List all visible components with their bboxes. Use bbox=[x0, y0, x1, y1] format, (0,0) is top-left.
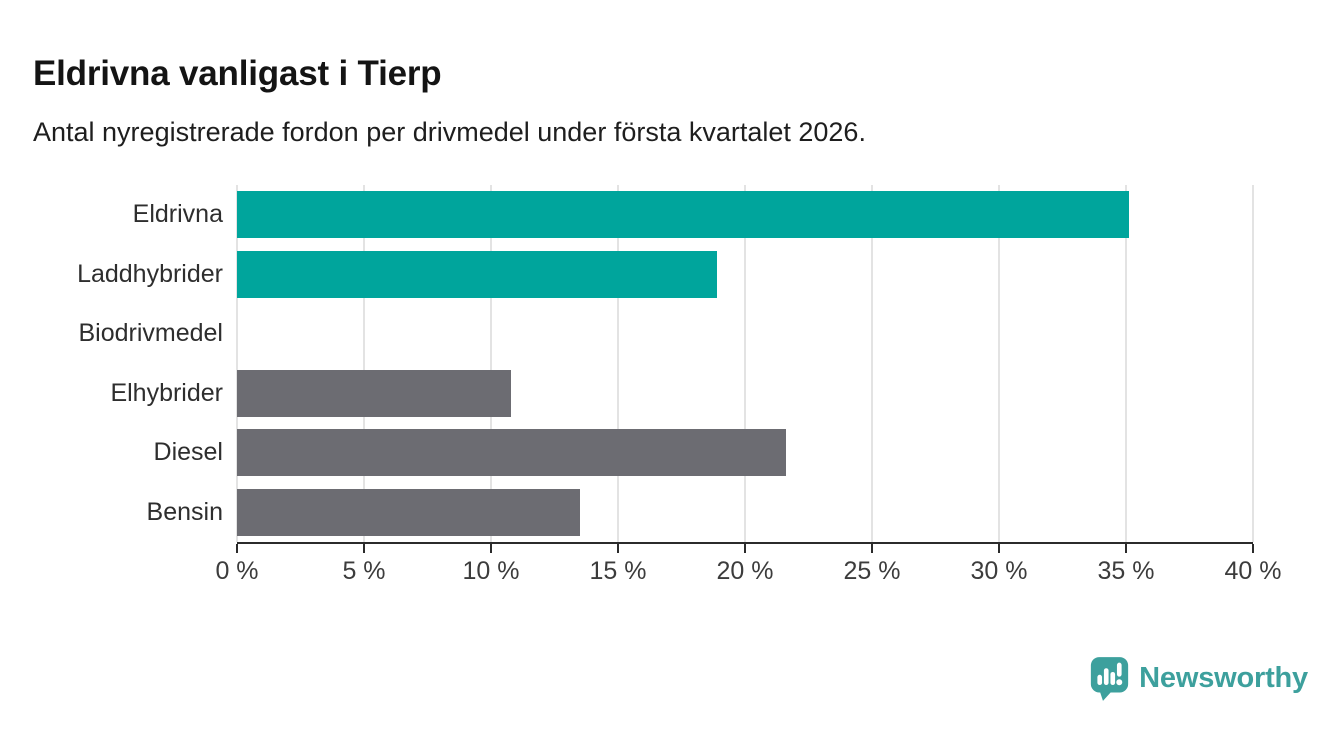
gridline bbox=[1252, 185, 1254, 542]
chart-row: Biodrivmedel bbox=[0, 304, 1340, 364]
axis-tick bbox=[1252, 544, 1254, 553]
bar-elhybrider bbox=[237, 369, 512, 417]
category-label: Bensin bbox=[146, 497, 223, 526]
axis-tick-label: 10 % bbox=[462, 557, 520, 585]
chart-row: Laddhybrider bbox=[0, 245, 1340, 305]
x-axis-line bbox=[237, 542, 1253, 544]
bar-diesel bbox=[237, 429, 786, 477]
gridline bbox=[1125, 185, 1127, 542]
axis-tick bbox=[490, 544, 492, 553]
axis-tick-label: 20 % bbox=[716, 557, 774, 585]
category-label: Eldrivna bbox=[132, 200, 223, 229]
bar-chart: Eldrivna Laddhybrider Biodrivmedel Elhyb… bbox=[0, 185, 1340, 605]
axis-tick bbox=[871, 544, 873, 553]
bar-track bbox=[237, 369, 1253, 417]
axis-tick bbox=[998, 544, 1000, 553]
axis-tick bbox=[1125, 544, 1127, 553]
bar-track bbox=[237, 310, 1253, 357]
gridline bbox=[871, 185, 873, 542]
bar-eldrivna bbox=[237, 191, 1129, 239]
category-label: Elhybrider bbox=[110, 378, 223, 407]
chart-row: Diesel bbox=[0, 423, 1340, 483]
chart-title: Eldrivna vanligast i Tierp bbox=[33, 54, 442, 94]
gridline bbox=[236, 185, 238, 542]
bar-track bbox=[237, 488, 1253, 536]
chart-row: Bensin bbox=[0, 483, 1340, 543]
axis-ticks: 0 % 5 % 10 % 15 % 20 % 25 % 30 % 35 % 40 % bbox=[215, 542, 1281, 585]
category-label: Diesel bbox=[153, 438, 223, 467]
category-label: Laddhybrider bbox=[77, 259, 223, 288]
axis-tick-label: 30 % bbox=[970, 557, 1028, 585]
bar-track bbox=[237, 429, 1253, 477]
newsworthy-logo: Newsworthy bbox=[1089, 655, 1308, 702]
newsworthy-bar-chart-bubble-icon bbox=[1089, 655, 1130, 702]
newsworthy-logo-text: Newsworthy bbox=[1139, 662, 1308, 694]
axis-tick-label: 25 % bbox=[843, 557, 901, 585]
gridline bbox=[490, 185, 492, 542]
axis-tick bbox=[236, 544, 238, 553]
gridline bbox=[363, 185, 365, 542]
axis-tick-label: 5 % bbox=[342, 557, 386, 585]
axis-tick-label: 0 % bbox=[215, 557, 259, 585]
chart-rows: Eldrivna Laddhybrider Biodrivmedel Elhyb… bbox=[0, 185, 1340, 542]
axis-tick-label: 15 % bbox=[589, 557, 647, 585]
gridline bbox=[998, 185, 1000, 542]
axis-tick-label: 40 % bbox=[1224, 557, 1282, 585]
bar-bensin bbox=[237, 488, 580, 536]
chart-subtitle: Antal nyregistrerade fordon per drivmede… bbox=[33, 117, 866, 147]
axis-tick bbox=[363, 544, 365, 553]
bar-track bbox=[237, 191, 1253, 239]
category-label: Biodrivmedel bbox=[78, 319, 223, 348]
gridline bbox=[744, 185, 746, 542]
bar-laddhybrider bbox=[237, 250, 718, 298]
chart-row: Elhybrider bbox=[0, 364, 1340, 424]
chart-row: Eldrivna bbox=[0, 185, 1340, 245]
gridlines bbox=[236, 185, 1254, 542]
axis-tick bbox=[617, 544, 619, 553]
axis-tick-label: 35 % bbox=[1097, 557, 1155, 585]
axis-tick bbox=[744, 544, 746, 553]
gridline bbox=[617, 185, 619, 542]
bar-track bbox=[237, 250, 1253, 298]
